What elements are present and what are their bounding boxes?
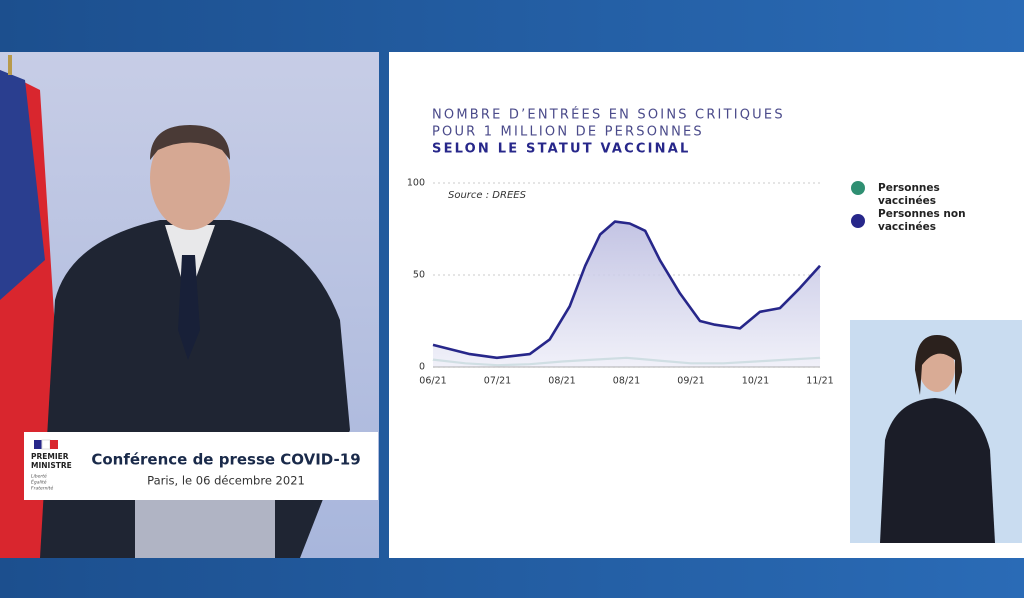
- area: [433, 221, 820, 367]
- chart-title: NOMBRE D’ENTRÉES EN SOINS CRITIQUES: [432, 107, 785, 123]
- logo-line: PREMIER: [31, 452, 69, 461]
- source-note: Source : DREES: [448, 190, 527, 201]
- line: [432, 220, 821, 360]
- legend-marker: [851, 181, 865, 195]
- y-tick-label: 0: [419, 362, 425, 373]
- chart: 0 50 100 06/21 07/21 08/21 08/21 09/21 10/21 11/2…: [407, 178, 865, 387]
- chart-title: POUR 1 MILLION DE PERSONNES: [432, 125, 704, 140]
- logo-line: MINISTRE: [31, 461, 72, 470]
- motto: Fraternité: [31, 485, 53, 492]
- legend-marker: [851, 214, 865, 228]
- conference-title: Conférence de presse COVID-19: [91, 451, 360, 469]
- legend-entry: Personnes vaccinées: [878, 182, 940, 207]
- legend-entry: Personnes non vaccinées: [878, 208, 966, 233]
- sign-language-inset: [850, 320, 1022, 543]
- motto: Liberté: [31, 473, 47, 480]
- y-tick-label: 50: [413, 270, 425, 281]
- lower-third: PREMIER MINISTRE Liberté Égalité Fratern…: [24, 432, 378, 500]
- x-tick-label: 09/21: [677, 376, 704, 387]
- conference-subtitle: Paris, le 06 décembre 2021: [147, 474, 305, 488]
- y-tick-label: 100: [407, 178, 425, 189]
- motto: Égalité: [31, 478, 47, 486]
- x-tick-label: 06/21: [419, 376, 446, 387]
- x-tick-label: 11/21: [806, 376, 833, 387]
- x-tick-label: 08/21: [548, 376, 575, 387]
- x-tick-label: 07/21: [484, 376, 511, 387]
- x-tick-label: 10/21: [742, 376, 769, 387]
- chart-title: SELON LE STATUT VACCINAL: [432, 142, 690, 157]
- x-tick-label: 08/21: [613, 376, 640, 387]
